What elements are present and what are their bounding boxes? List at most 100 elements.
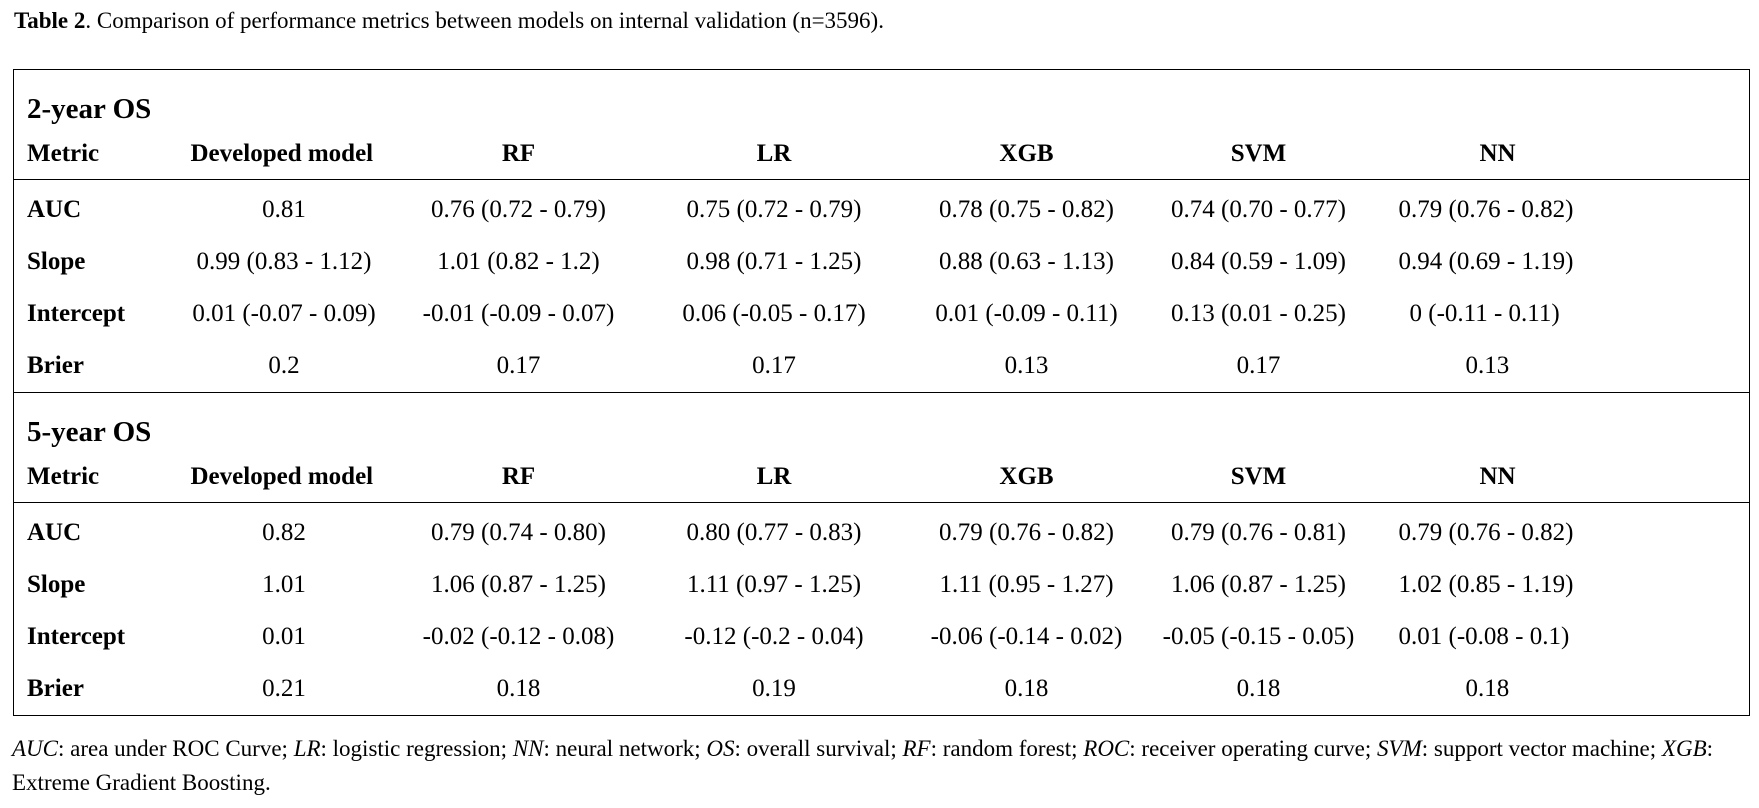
table-cell: -0.06 (-0.14 - 0.02)	[930, 623, 1123, 650]
column-header-row: Metric Developed model RF LR XGB SVM NN	[13, 128, 1750, 180]
column-header-developed-model: Developed model	[175, 451, 393, 503]
table-cell: -0.01 (-0.09 - 0.07)	[422, 300, 615, 327]
table-cell: 0.78 (0.75 - 0.82)	[939, 196, 1114, 223]
table-cell: -0.12 (-0.2 - 0.04)	[684, 623, 864, 650]
table-cell: 0.80 (0.77 - 0.83)	[686, 519, 862, 546]
table-cell: 0.76 (0.72 - 0.79)	[431, 196, 606, 223]
table-cell: 0.13 (0.01 - 0.25)	[1171, 300, 1346, 327]
footnote-abbr: OS	[706, 736, 735, 761]
footnote-abbr: NN	[512, 736, 544, 761]
table-cell: 0.88 (0.63 - 1.13)	[939, 248, 1114, 275]
column-header-xgb: XGB	[903, 451, 1150, 503]
table-cell: 0.01 (-0.09 - 0.11)	[935, 300, 1118, 327]
table-cell: 0.01 (-0.08 - 0.1)	[1398, 623, 1570, 650]
column-header-metric: Metric	[13, 128, 176, 180]
metrics-table: 2-year OS Metric Developed model RF LR X…	[13, 69, 1750, 716]
table-cell: 0.01 (-0.07 - 0.09)	[192, 300, 376, 327]
footnote-abbr: RF	[902, 736, 931, 761]
footnote-definition: : random forest;	[930, 736, 1084, 761]
table-cell: 0.94 (0.69 - 1.19)	[1398, 248, 1574, 275]
column-header-svm: SVM	[1149, 128, 1368, 180]
footnote-abbr: AUC	[12, 736, 58, 761]
footnote-definition: : neural network;	[543, 736, 707, 761]
column-header-xgb: XGB	[903, 128, 1150, 180]
column-header-rf: RF	[392, 128, 645, 180]
table-cell: 0 (-0.11 - 0.11)	[1409, 300, 1560, 327]
row-label: Brier	[27, 675, 84, 702]
table-caption-label: Table 2	[14, 8, 86, 33]
table-cell: 0.13	[1004, 352, 1049, 379]
table-cell: -0.02 (-0.12 - 0.08)	[422, 623, 615, 650]
table-cell: 0.06 (-0.05 - 0.17)	[682, 300, 866, 327]
table-row: AUC 0.81 0.76 (0.72 - 0.79) 0.75 (0.72 -…	[14, 180, 1750, 237]
table-cell: 1.01	[262, 571, 306, 598]
table-cell: 0.17	[1236, 352, 1281, 379]
section-5-year-os: 5-year OS Metric Developed model RF LR X…	[13, 392, 1750, 716]
table-cell: 0.81	[262, 196, 306, 223]
row-label: Intercept	[27, 623, 126, 650]
table-cell: 0.79 (0.74 - 0.80)	[431, 519, 606, 546]
section-title: 2-year OS	[27, 93, 152, 125]
table-row: Brier 0.21 0.18 0.19 0.18 0.18 0.18	[14, 663, 1750, 716]
table-row: Slope 0.99 (0.83 - 1.12) 1.01 (0.82 - 1.…	[14, 236, 1750, 288]
column-header-nn: NN	[1367, 451, 1750, 503]
footnote-abbr: XGB	[1661, 736, 1707, 761]
column-header-developed-model: Developed model	[175, 128, 393, 180]
table-row: Slope 1.01 1.06 (0.87 - 1.25) 1.11 (0.97…	[14, 559, 1750, 611]
column-header-lr: LR	[644, 451, 904, 503]
table-cell: 1.06 (0.87 - 1.25)	[431, 571, 606, 598]
section-title-row: 2-year OS	[14, 70, 1750, 129]
table-row: AUC 0.82 0.79 (0.74 - 0.80) 0.80 (0.77 -…	[14, 503, 1750, 560]
table-cell: 0.18	[1236, 675, 1281, 702]
table-cell: 1.11 (0.95 - 1.27)	[939, 571, 1114, 598]
table-cell: 0.2	[268, 352, 300, 379]
section-2-year-os: 2-year OS Metric Developed model RF LR X…	[13, 69, 1750, 393]
table-cell: 0.17	[752, 352, 796, 379]
table-cell: 0.79 (0.76 - 0.82)	[1398, 519, 1574, 546]
table-cell: 0.13	[1465, 352, 1510, 379]
column-header-svm: SVM	[1149, 451, 1368, 503]
table-cell: 0.18	[496, 675, 541, 702]
column-header-metric: Metric	[13, 451, 176, 503]
row-label: Slope	[27, 571, 86, 598]
table-cell: 0.19	[752, 675, 796, 702]
table-cell: 0.84 (0.59 - 1.09)	[1171, 248, 1346, 275]
section-title-row: 5-year OS	[14, 393, 1750, 452]
table-caption: Table 2. Comparison of performance metri…	[14, 4, 884, 38]
table-cell: 0.82	[262, 519, 306, 546]
row-label: AUC	[27, 196, 82, 223]
table-cell: 0.79 (0.76 - 0.81)	[1171, 519, 1346, 546]
column-header-nn: NN	[1367, 128, 1750, 180]
footnote-definition: : support vector machine;	[1421, 736, 1662, 761]
footnote-definition: : area under ROC Curve;	[58, 736, 294, 761]
column-header-rf: RF	[392, 451, 645, 503]
table-cell: 0.17	[496, 352, 541, 379]
table-cell: 0.18	[1004, 675, 1049, 702]
table-cell: 0.79 (0.76 - 0.82)	[1398, 196, 1574, 223]
table-cell: 0.18	[1465, 675, 1510, 702]
footnote-abbr: LR	[293, 736, 321, 761]
footnote-abbr: ROC	[1083, 736, 1130, 761]
footnote-abbr: SVM	[1377, 736, 1422, 761]
table-row: Intercept 0.01 -0.02 (-0.12 - 0.08) -0.1…	[14, 611, 1750, 663]
table-cell: 0.01	[262, 623, 306, 650]
table-cell: 1.02 (0.85 - 1.19)	[1398, 571, 1574, 598]
table-cell: 0.79 (0.76 - 0.82)	[939, 519, 1114, 546]
footnote-definition: : Extreme Gradient Boosting.	[12, 736, 1714, 795]
table-caption-text: . Comparison of performance metrics betw…	[85, 8, 884, 33]
row-label: Intercept	[27, 300, 126, 327]
footnote-definition: : receiver operating curve;	[1129, 736, 1378, 761]
table-footnote: AUC: area under ROC Curve; LR: logistic …	[12, 732, 1752, 800]
table-cell: 1.11 (0.97 - 1.25)	[686, 571, 862, 598]
footnote-definition: : logistic regression;	[320, 736, 513, 761]
column-header-row: Metric Developed model RF LR XGB SVM NN	[13, 451, 1750, 503]
table-cell: 0.99 (0.83 - 1.12)	[196, 248, 372, 275]
column-header-lr: LR	[644, 128, 904, 180]
table-cell: 1.06 (0.87 - 1.25)	[1171, 571, 1346, 598]
table-row: Intercept 0.01 (-0.07 - 0.09) -0.01 (-0.…	[14, 288, 1750, 340]
table-cell: -0.05 (-0.15 - 0.05)	[1162, 623, 1355, 650]
table-cell: 0.74 (0.70 - 0.77)	[1171, 196, 1346, 223]
table-cell: 1.01 (0.82 - 1.2)	[437, 248, 600, 275]
row-label: AUC	[27, 519, 82, 546]
section-title: 5-year OS	[27, 416, 152, 448]
